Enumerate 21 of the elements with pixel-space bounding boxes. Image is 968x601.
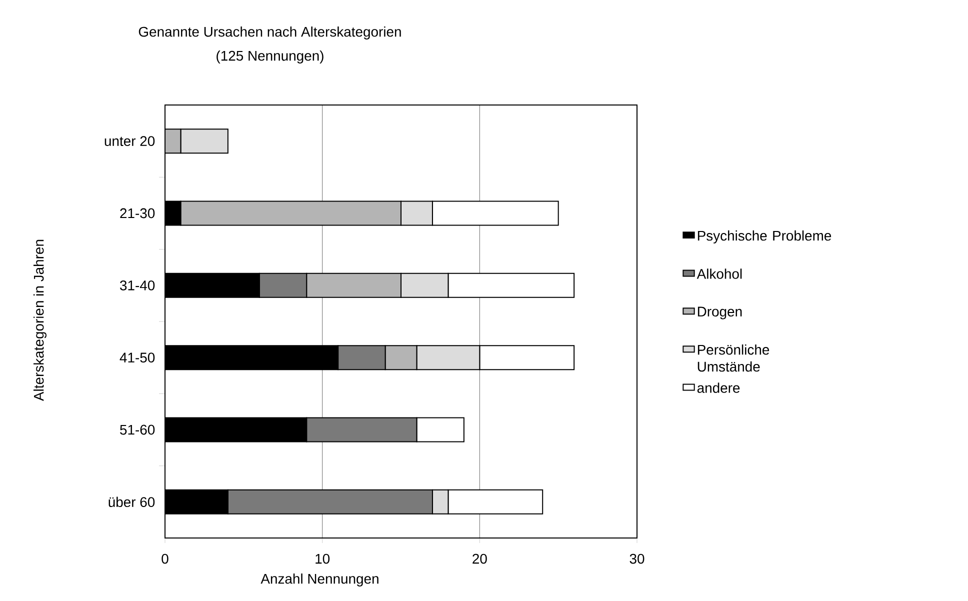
y-tick-label: über 60 [108, 496, 155, 508]
legend-label: andere [697, 382, 740, 393]
chart-subtitle: (125 Nennungen) [216, 50, 324, 64]
y-tick-label: 51-60 [120, 424, 155, 435]
chart-title: Genannte Ursachen nach Alterskategorien [138, 26, 401, 40]
bar [384, 345, 418, 370]
x-tick-label: 0 [162, 554, 168, 564]
legend-label: Drogen [698, 306, 742, 320]
y-tick-label: 31-40 [120, 280, 155, 290]
legend-label: Psychische Probleme [698, 230, 832, 244]
x-tick-label: 10 [316, 554, 330, 564]
bar [306, 272, 402, 298]
y-tick-label: 21-30 [120, 208, 155, 218]
x-tick-label: 20 [472, 554, 487, 564]
x-tick-label: 30 [630, 554, 644, 564]
y-tick-label: unter 20 [104, 136, 155, 146]
x-axis-title: Anzahl Nennungen [260, 573, 378, 586]
y-tick-label: 41-50 [120, 352, 155, 363]
legend-label: Alkohol [696, 268, 742, 279]
bar [180, 200, 402, 226]
y-axis-title: Alterskategorien in Jahren [34, 240, 46, 401]
